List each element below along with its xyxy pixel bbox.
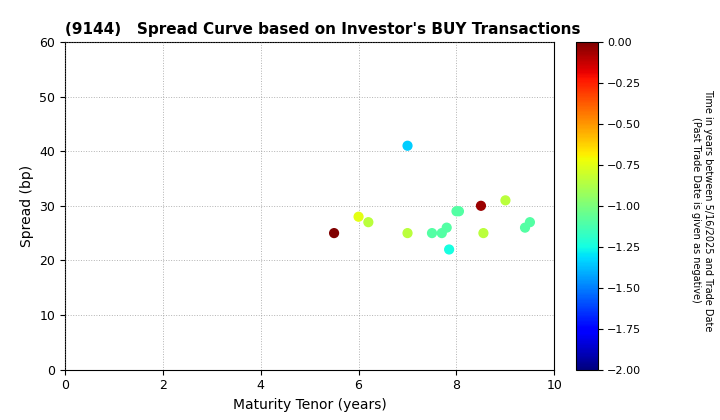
Point — [451, 208, 462, 215]
X-axis label: Maturity Tenor (years): Maturity Tenor (years) — [233, 398, 387, 412]
Point — [436, 230, 448, 236]
Text: Time in years between 5/16/2025 and Trade Date
(Past Trade Date is given as nega: Time in years between 5/16/2025 and Trad… — [691, 89, 713, 331]
Point — [519, 224, 531, 231]
Point — [500, 197, 511, 204]
Point — [444, 246, 455, 253]
Point — [363, 219, 374, 226]
Point — [441, 224, 452, 231]
Text: (9144)   Spread Curve based on Investor's BUY Transactions: (9144) Spread Curve based on Investor's … — [65, 22, 580, 37]
Point — [453, 208, 464, 215]
Point — [477, 230, 489, 236]
Point — [402, 142, 413, 149]
Point — [402, 230, 413, 236]
Point — [426, 230, 438, 236]
Point — [328, 230, 340, 236]
Point — [353, 213, 364, 220]
Point — [524, 219, 536, 226]
Y-axis label: Spread (bp): Spread (bp) — [19, 165, 34, 247]
Point — [475, 202, 487, 209]
